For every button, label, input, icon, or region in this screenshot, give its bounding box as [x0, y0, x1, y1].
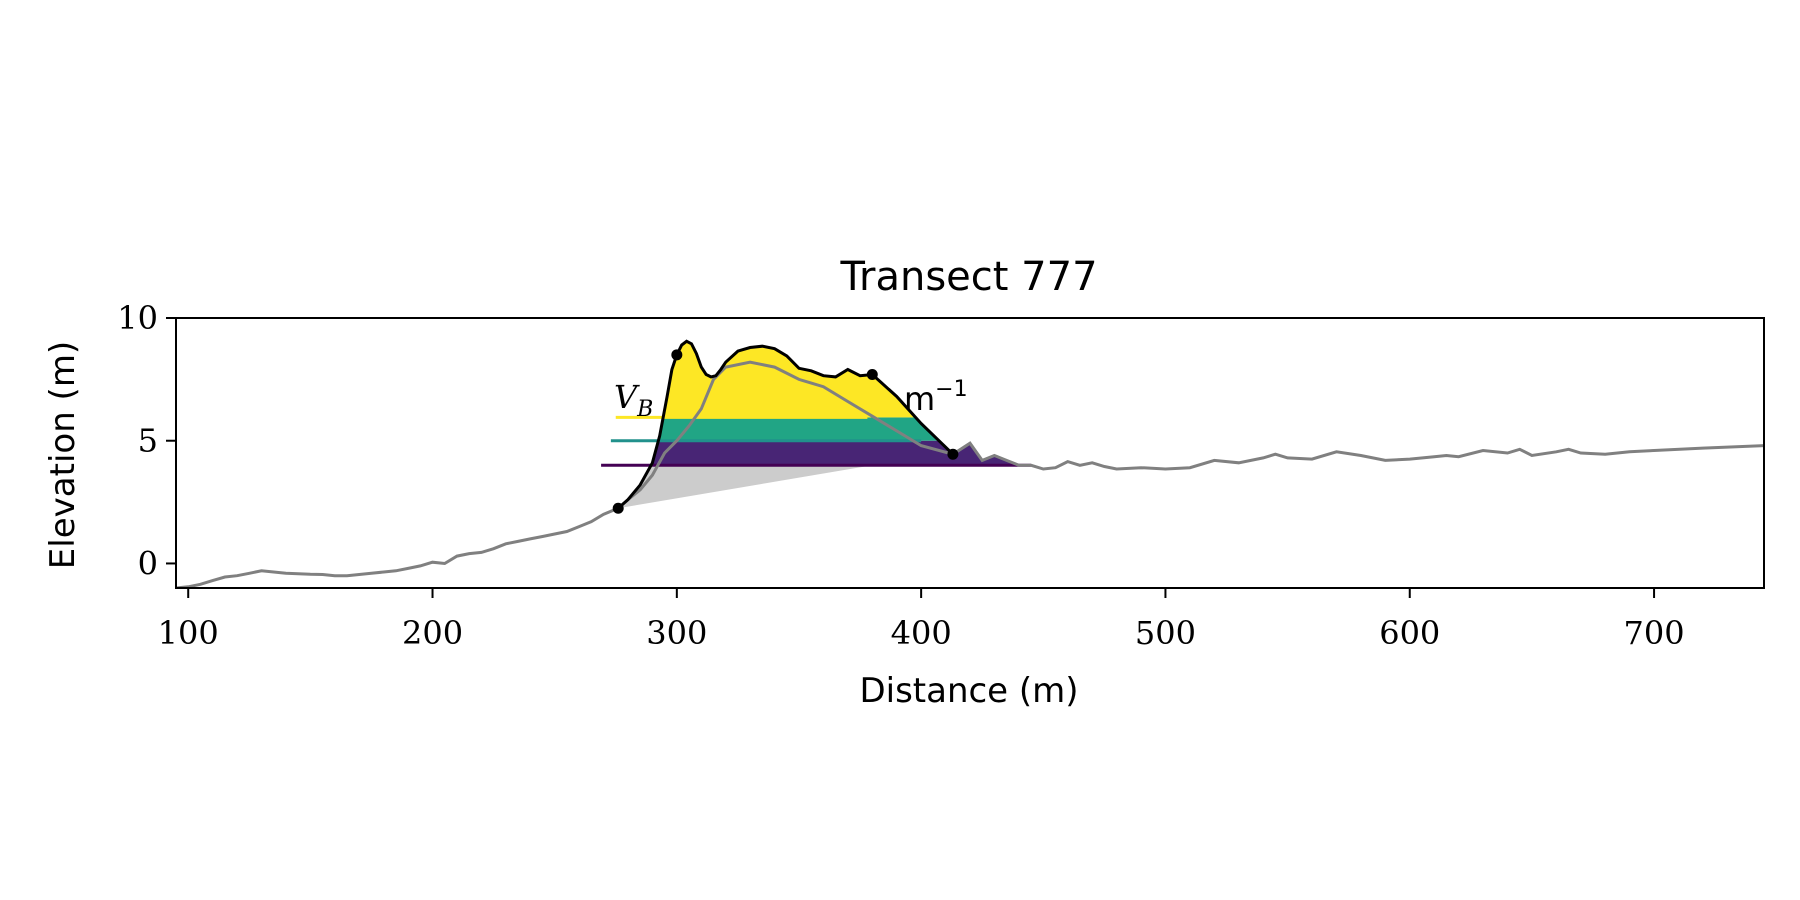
- x-axis: 100 200 300 400 500 600 700: [158, 588, 1685, 652]
- dune-volume-bands: [618, 341, 970, 466]
- plot-area: [176, 339, 1764, 588]
- key-point: [866, 368, 878, 380]
- beach-fill-area: [618, 465, 873, 509]
- plot-frame: [175, 317, 1765, 589]
- key-point: [671, 349, 683, 361]
- unit-label: m−1: [904, 377, 968, 418]
- key-points: [612, 349, 959, 514]
- x-tick-label: 700: [1624, 614, 1685, 652]
- y-axis: 0 5 10: [117, 299, 176, 582]
- elevation-profile-line: [176, 360, 1764, 588]
- x-axis-title: Distance (m): [859, 671, 1078, 711]
- x-tick-label: 600: [1379, 614, 1440, 652]
- y-axis-title: Elevation (m): [43, 341, 83, 569]
- x-tick-label: 200: [402, 614, 463, 652]
- y-tick-label: 5: [138, 422, 158, 460]
- key-point: [947, 448, 959, 460]
- y-tick-label: 0: [138, 544, 158, 582]
- x-tick-label: 500: [1135, 614, 1196, 652]
- band-level-lines: [601, 415, 1032, 467]
- vb-label: VB: [614, 378, 653, 422]
- x-tick-label: 400: [891, 614, 952, 652]
- chart-title: Transect 777: [839, 254, 1097, 300]
- band-1: [618, 440, 970, 466]
- y-tick-label: 10: [117, 299, 158, 337]
- annotations: VB m−1: [614, 377, 968, 422]
- key-point: [612, 502, 624, 514]
- x-tick-label: 100: [158, 614, 219, 652]
- dune-outline-line: [617, 339, 954, 510]
- x-tick-label: 300: [646, 614, 707, 652]
